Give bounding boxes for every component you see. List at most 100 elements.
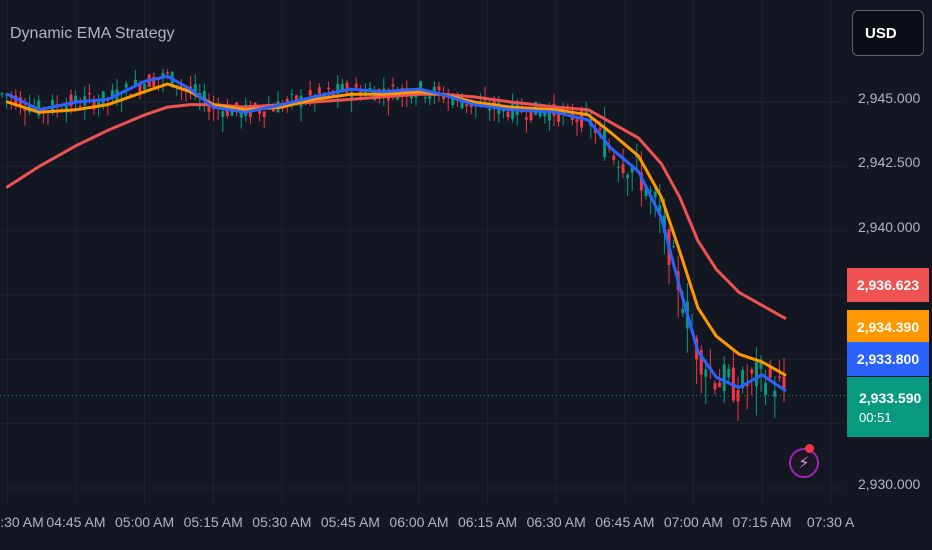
y-tick-label: 2,942.500 [858,154,921,170]
candle-body [782,376,786,390]
candle-body [750,369,754,374]
chart-title: Dynamic EMA Strategy [10,25,175,42]
candle-body [626,174,630,179]
candle-body [543,112,547,117]
candle-body [699,349,703,375]
candle-body [152,77,156,88]
candle-body [373,91,377,101]
candle-body [124,83,128,88]
grid-lines [0,0,845,505]
candle-body [736,390,740,402]
y-tick-label: 2,940.000 [858,219,921,235]
candle-body [465,104,469,107]
x-tick-label: 05:00 AM [115,514,175,530]
candle-body [630,165,634,173]
candle-body [428,94,432,99]
candle-body [143,84,147,90]
candle-body [133,79,137,86]
ema-lines [5,74,787,392]
candle-body [603,129,607,158]
candle-body [87,93,91,95]
candle-body [754,361,758,387]
candle-body [69,94,73,107]
candle-body [327,87,331,90]
candle-body [207,104,211,112]
candle-body [672,246,676,248]
candle-body [653,191,657,198]
x-tick-label: 07:00 AM [663,514,723,530]
candle-body [308,89,312,96]
candle-body [419,81,423,89]
candle-body [506,111,510,117]
candle-body [285,98,289,104]
ema-fast-line [5,74,787,392]
candle-body [74,95,78,104]
notification-dot-icon [805,444,814,453]
candle-body [368,87,372,90]
ema-fast-price-tag: 2,933.800 [847,342,929,376]
candle-body [386,97,390,101]
candle-body [612,155,616,160]
candle-body [290,93,294,95]
candle-body [658,205,662,212]
candle-body [621,164,625,174]
candle-body [727,369,731,378]
candle-body [23,108,27,112]
candle-body [488,108,492,111]
candle-body [777,376,781,378]
candle-body [0,93,4,95]
candle-body [391,84,395,87]
candle-body [442,95,446,100]
candle-body [547,110,551,121]
candle-body [681,308,685,314]
candle-body [101,91,105,105]
candle-body [14,95,18,107]
candle-body [193,84,197,94]
last-price-label: 2,933.590 [859,389,922,406]
candle-body [616,166,620,168]
x-tick-label: 05:15 AM [183,514,243,530]
last-price-tag: 2,933.590 00:51 [847,377,929,437]
candle-body [78,106,82,108]
x-tick-label: 05:45 AM [320,514,380,530]
candle-body [202,91,206,100]
candle-body [773,390,777,397]
candle-body [110,90,114,99]
candle-body [437,86,441,91]
candle-body [294,95,298,103]
ema-slow-price-tag: 2,936.623 [847,268,929,302]
x-tick-label: 07:15 AM [732,514,792,530]
x-tick-label: 06:00 AM [389,514,449,530]
candle-body [138,83,142,92]
candle-body [649,190,653,192]
candle-body [575,119,579,122]
candle-body [713,383,717,390]
candle-body [538,110,542,117]
candle-body [225,106,229,116]
bar-countdown: 00:51 [859,409,892,425]
currency-button[interactable]: USD [852,10,924,56]
candle-body [759,359,763,369]
candle-body [258,109,262,114]
candle-body [741,370,745,389]
candle-body [722,364,726,392]
candle-body [584,110,588,114]
candle-body [423,97,427,99]
candle-body [598,128,602,131]
y-tick-label: 2,945.000 [858,90,921,106]
candle-body [340,84,344,92]
candle-body [221,111,225,117]
ema-slow-line [5,92,787,320]
candle-body [92,99,96,110]
x-tick-label: 06:45 AM [595,514,655,530]
candle-body [451,97,455,106]
x-tick-label: 05:30 AM [252,514,312,530]
candle-body [409,94,413,99]
candle-body [345,82,349,93]
candle-body [363,89,367,96]
candle-body [644,187,648,196]
x-tick-label: 06:30 AM [526,514,586,530]
candle-body [529,108,533,120]
lightning-icon[interactable]: ⚡ [789,448,819,478]
